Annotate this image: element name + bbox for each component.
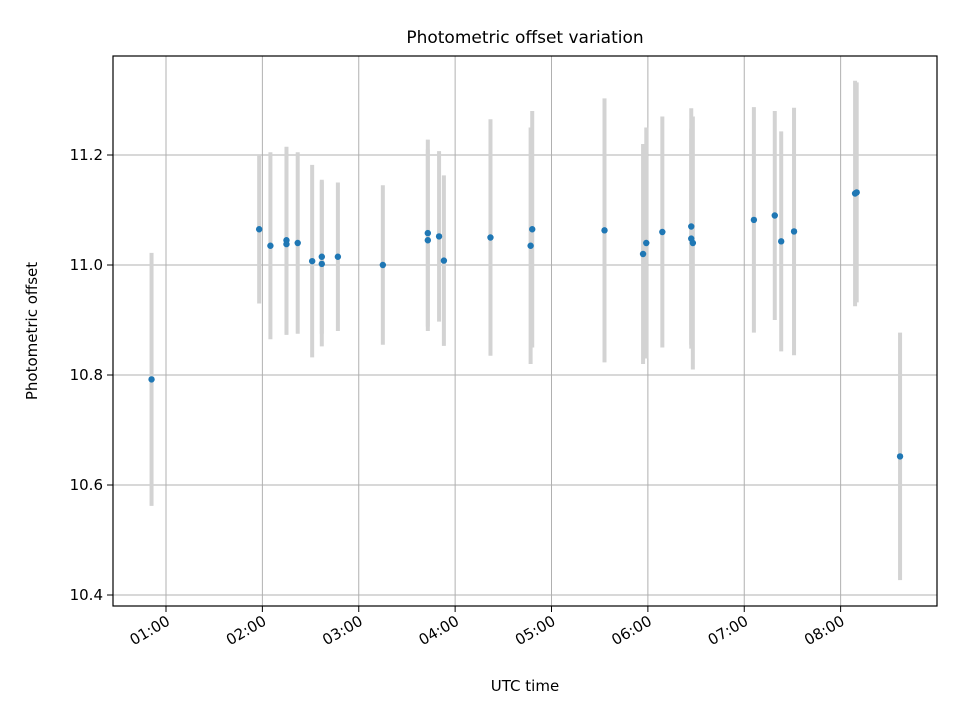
data-point: [659, 228, 666, 236]
y-tick-label: 10.6: [70, 476, 103, 494]
x-tick-label: 08:00: [801, 612, 847, 649]
y-tick-label: 10.4: [70, 586, 103, 604]
data-point: [318, 253, 326, 260]
plot-frame: [112, 55, 938, 607]
data-point: [643, 239, 650, 247]
data-point: [688, 223, 695, 230]
data-point: [148, 376, 155, 383]
data-point: [790, 228, 798, 235]
data-point: [639, 250, 647, 258]
data-point: [440, 257, 448, 264]
x-tick-label: 07:00: [705, 612, 751, 649]
data-point: [294, 239, 301, 247]
data-point: [283, 240, 290, 248]
data-point: [853, 189, 860, 196]
data-point: [601, 227, 608, 234]
grid-lines: [113, 56, 937, 606]
data-points: [148, 189, 904, 460]
data-point: [689, 239, 697, 247]
x-tick-label: 02:00: [223, 612, 269, 649]
y-tick-label: 10.8: [70, 366, 103, 384]
data-point: [308, 257, 316, 265]
y-tick-label: 11.0: [70, 256, 103, 274]
data-point: [771, 212, 778, 219]
data-point: [777, 238, 785, 245]
data-point: [487, 234, 494, 241]
data-point: [529, 226, 536, 233]
data-point: [379, 261, 387, 269]
data-point: [424, 229, 432, 237]
data-point: [318, 260, 326, 268]
x-tick-label: 05:00: [512, 612, 558, 649]
axes: 01:00 02:00 03:00 04:00 05:00 06:00 07:00 08:00…: [70, 146, 848, 649]
y-axis-label: Photometric offset: [23, 262, 41, 400]
error-bars: [149, 80, 903, 581]
x-tick-label: 06:00: [608, 612, 654, 649]
x-axis-label: UTC time: [491, 677, 559, 695]
y-tick-label: 11.2: [70, 146, 103, 164]
x-tick-label: 01:00: [127, 612, 173, 649]
x-tick-label: 04:00: [416, 612, 462, 649]
x-tick-label: 03:00: [319, 612, 365, 649]
data-point: [334, 253, 342, 260]
data-point: [896, 453, 904, 460]
data-point: [424, 237, 432, 244]
data-point: [435, 233, 443, 240]
data-point: [527, 242, 534, 249]
data-point: [255, 226, 263, 233]
chart-title: Photometric offset variation: [406, 28, 643, 48]
data-point: [750, 216, 758, 224]
data-point: [267, 242, 274, 249]
